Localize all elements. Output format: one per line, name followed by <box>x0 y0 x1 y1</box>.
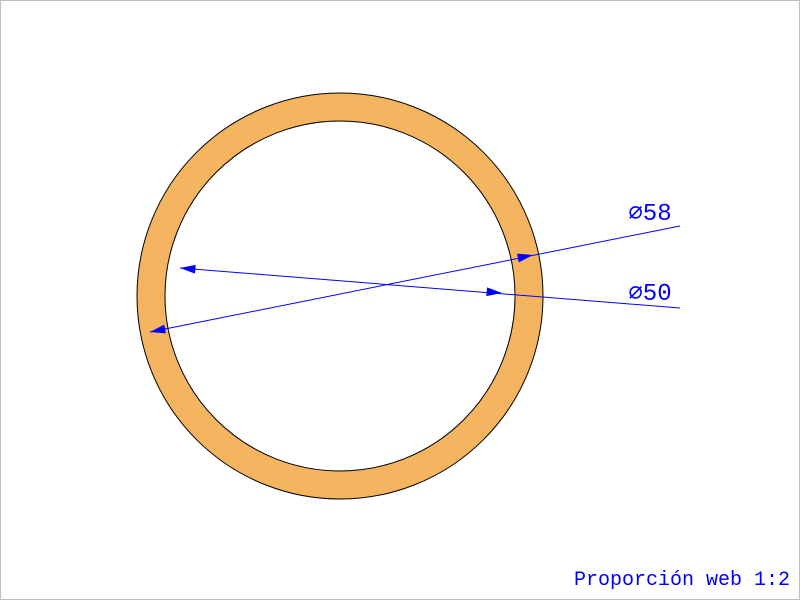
diagram-canvas: ⌀58 ⌀50 Proporción web 1:2 <box>0 0 800 600</box>
inner-dimension-label: ⌀50 <box>628 281 671 308</box>
outer-dimension-label: ⌀58 <box>628 201 671 228</box>
footer-text: Proporción web 1:2 <box>574 569 790 592</box>
ring-inner <box>165 121 515 471</box>
